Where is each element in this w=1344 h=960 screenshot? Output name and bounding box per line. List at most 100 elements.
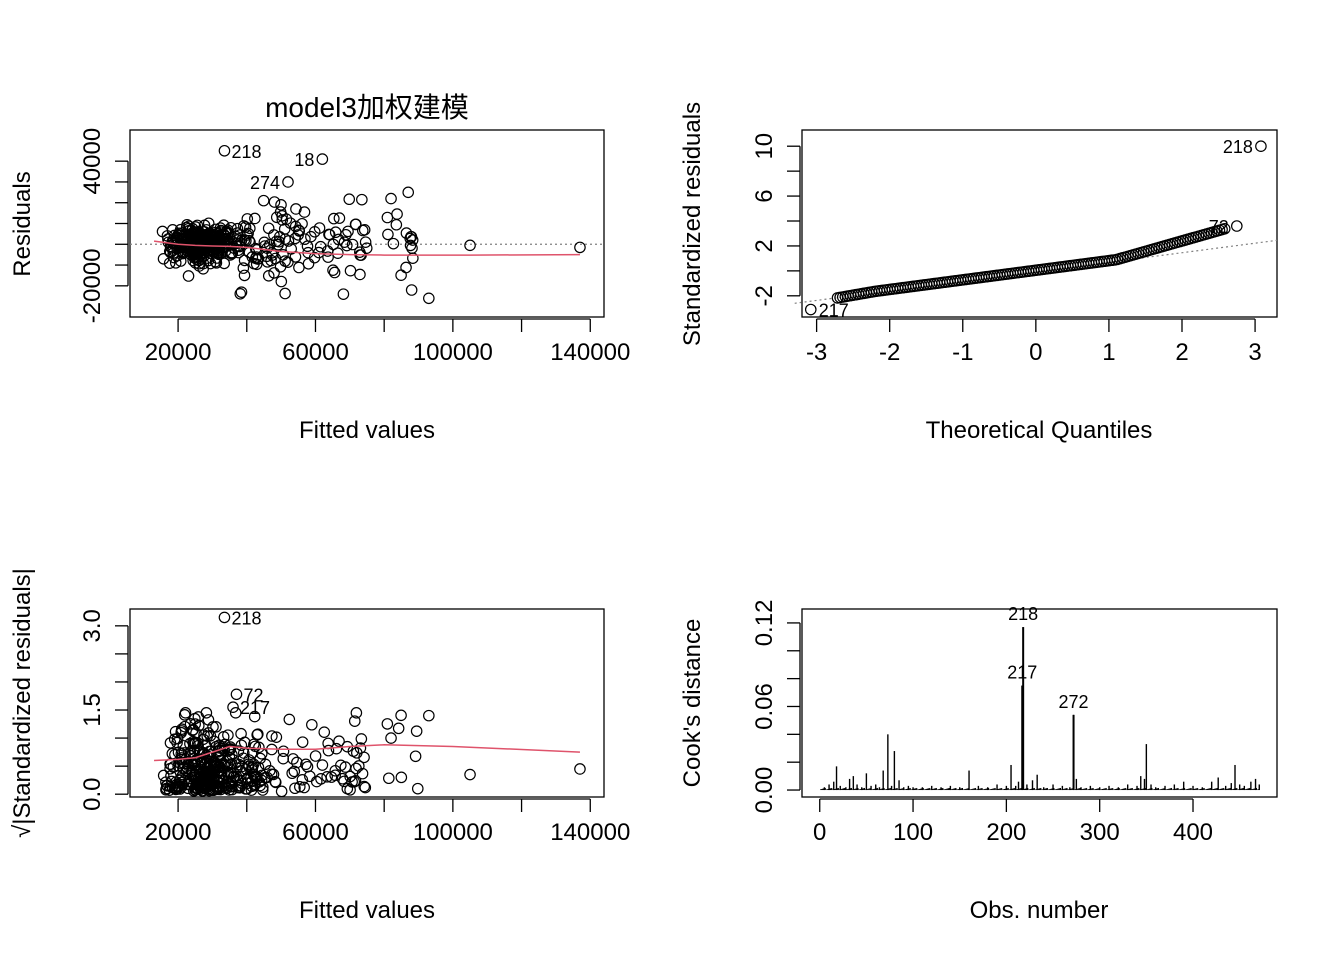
data-point (360, 242, 373, 254)
data-point (177, 762, 189, 774)
data-point (300, 758, 312, 771)
data-point (322, 744, 335, 757)
data-point (165, 770, 177, 782)
data-point (267, 768, 280, 781)
data-point (279, 287, 291, 300)
data-point (207, 778, 219, 791)
data-point (395, 269, 407, 281)
y-tick-label: 0.0 (79, 778, 106, 811)
data-point (200, 707, 213, 719)
data-point (217, 232, 230, 245)
data-point (410, 725, 423, 737)
x-tick-label: 100000 (413, 819, 493, 846)
data-point (338, 236, 351, 248)
data-point (321, 245, 334, 257)
data-point (257, 194, 270, 207)
data-point (248, 710, 261, 723)
data-point (308, 226, 321, 238)
data-point (220, 782, 233, 795)
y-tick-label: 0.06 (751, 683, 778, 730)
data-point (206, 230, 219, 243)
data-point (242, 227, 254, 240)
data-point (191, 219, 204, 232)
data-point (407, 252, 419, 264)
data-point (395, 771, 408, 784)
data-point (322, 251, 334, 263)
x-tick-label: 200 (986, 819, 1026, 846)
data-point (164, 737, 177, 749)
x-tick-label: 1 (1102, 339, 1115, 366)
data-point (164, 762, 176, 775)
data-point (288, 765, 301, 778)
y-tick-label: -2 (751, 285, 778, 306)
data-point (207, 721, 219, 733)
data-point (296, 774, 309, 786)
data-point (383, 772, 395, 785)
data-point (276, 214, 289, 226)
x-tick-label: 140000 (550, 339, 630, 366)
panel-cooks-distance: Obs. number Cook's distance 0 100 200 300 40… (679, 600, 1278, 924)
x-tick-label: 100000 (413, 339, 493, 366)
data-point (252, 728, 264, 740)
data-point (171, 736, 183, 749)
data-point (209, 223, 222, 236)
data-point (198, 729, 210, 741)
data-point (205, 764, 218, 777)
x-tick-label: -3 (806, 339, 827, 366)
point-label: 72 (1209, 217, 1229, 237)
data-point (265, 254, 277, 267)
data-point (291, 756, 303, 769)
data-point (277, 745, 290, 758)
point-label: 18 (294, 150, 314, 170)
data-point (385, 732, 397, 744)
y-tick-label: 0.00 (751, 767, 778, 814)
data-point (236, 777, 249, 790)
data-point (222, 766, 235, 779)
data-point (282, 176, 294, 188)
data-point (804, 303, 817, 316)
data-point (350, 218, 362, 231)
chart-title: model3加权建模 (265, 92, 469, 123)
data-point (221, 232, 233, 245)
data-point (241, 213, 254, 225)
data-point (1231, 220, 1243, 232)
marks: -3 -2 -1 0 1 2 3 -2 2 6 10 218 72 217 (751, 133, 1278, 366)
data-point (192, 711, 205, 723)
data-point (179, 707, 192, 719)
marks: 20000 60000 100000 140000 -20000 40000 218 18 27… (79, 128, 630, 366)
data-point (359, 781, 372, 794)
x-tick-label: 100 (893, 819, 933, 846)
y-axis-label: √|Standardized residuals| (9, 568, 36, 838)
data-point (248, 738, 260, 751)
data-point (237, 262, 250, 274)
data-point (302, 257, 315, 270)
data-point (423, 709, 435, 722)
panel-residuals-vs-fitted: model3加权建模 Fitted values Residuals 20000… (9, 92, 630, 444)
x-tick-label: 60000 (282, 819, 349, 846)
x-tick-label: 20000 (145, 819, 212, 846)
data-point (234, 287, 247, 300)
data-point (240, 773, 252, 786)
data-point (260, 250, 273, 263)
data-point (240, 234, 252, 247)
x-tick-label: 400 (1173, 819, 1213, 846)
data-point (356, 224, 369, 237)
data-point (306, 718, 318, 731)
data-point (238, 269, 251, 282)
y-tick-label: 10 (751, 133, 778, 160)
data-point (213, 782, 225, 795)
data-point (293, 224, 305, 237)
data-point (229, 707, 242, 719)
data-point (259, 758, 272, 771)
data-point (269, 776, 282, 789)
data-point (171, 783, 184, 795)
data-point (201, 246, 214, 258)
data-point (162, 233, 174, 245)
data-point (298, 781, 310, 794)
data-point (238, 254, 251, 267)
data-point (235, 739, 248, 752)
data-point (409, 750, 422, 763)
x-tick-label: 3 (1248, 339, 1261, 366)
data-point (197, 250, 210, 263)
